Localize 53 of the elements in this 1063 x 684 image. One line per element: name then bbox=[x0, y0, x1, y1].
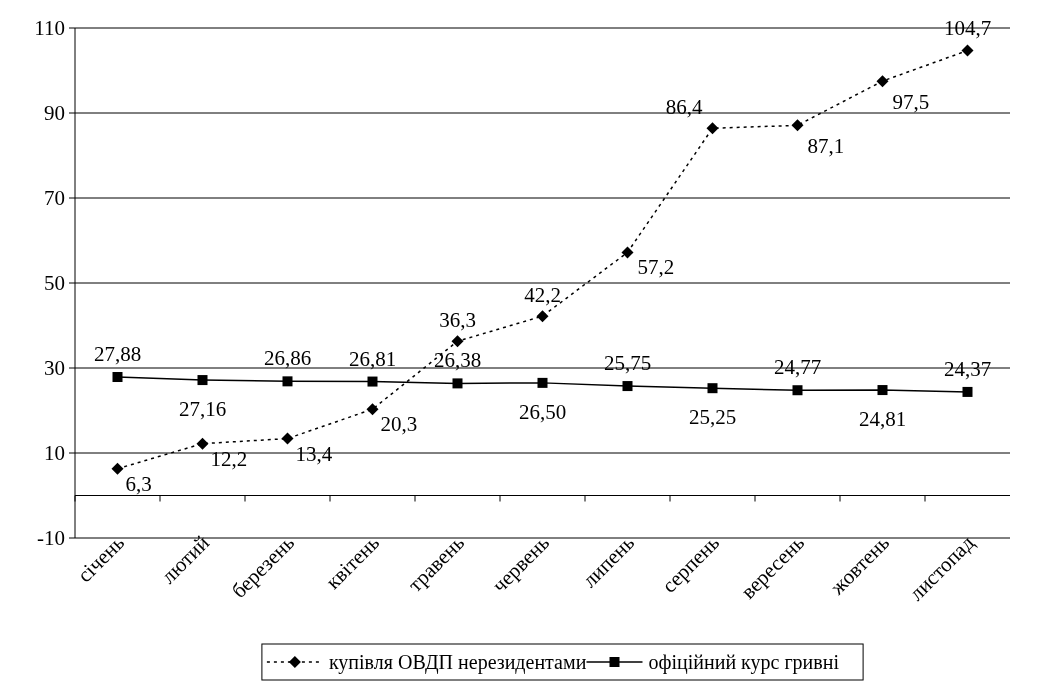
point bbox=[537, 377, 548, 388]
point bbox=[451, 335, 464, 348]
point bbox=[281, 432, 294, 445]
point bbox=[961, 44, 974, 57]
point bbox=[196, 437, 209, 450]
point bbox=[112, 372, 123, 383]
data-label: 24,37 bbox=[943, 356, 992, 381]
point bbox=[197, 375, 208, 386]
data-label: 24,81 bbox=[858, 407, 907, 432]
data-label: 86,4 bbox=[665, 95, 703, 120]
data-label: 12,2 bbox=[210, 446, 248, 471]
point bbox=[876, 75, 889, 88]
data-label: 24,77 bbox=[773, 355, 822, 380]
data-label: 97,5 bbox=[892, 90, 930, 115]
legend-label: офіційний курс гривні bbox=[648, 651, 840, 674]
y-tick-label: -10 bbox=[37, 526, 65, 551]
point bbox=[791, 119, 804, 132]
data-label: 26,38 bbox=[433, 348, 482, 373]
point bbox=[792, 385, 803, 396]
data-label: 26,86 bbox=[263, 346, 312, 371]
point bbox=[452, 378, 463, 389]
y-tick-label: 30 bbox=[44, 356, 65, 381]
point bbox=[877, 385, 888, 396]
data-label: 27,16 bbox=[178, 397, 227, 422]
data-label: 36,3 bbox=[439, 308, 476, 333]
y-tick-label: 50 bbox=[44, 271, 65, 296]
y-tick-label: 70 bbox=[44, 186, 65, 211]
data-label: 26,81 bbox=[348, 346, 397, 371]
legend-label: купівля ОВДП нерезидентами bbox=[328, 651, 587, 674]
y-tick-label: 10 bbox=[44, 441, 65, 466]
data-label: 25,75 bbox=[603, 351, 652, 376]
data-label: 27,88 bbox=[93, 342, 142, 367]
point bbox=[282, 376, 293, 387]
y-tick-label: 110 bbox=[34, 16, 65, 41]
data-label: 104,7 bbox=[943, 15, 992, 40]
point bbox=[622, 381, 633, 392]
data-label: 6,3 bbox=[125, 471, 152, 496]
point bbox=[536, 310, 549, 323]
y-tick-label: 90 bbox=[44, 101, 65, 126]
point bbox=[367, 376, 378, 387]
point bbox=[706, 122, 719, 135]
data-label: 25,25 bbox=[688, 405, 737, 430]
data-label: 87,1 bbox=[807, 134, 845, 159]
data-label: 26,50 bbox=[518, 399, 567, 424]
point bbox=[962, 386, 973, 397]
point bbox=[707, 383, 718, 394]
point bbox=[621, 246, 634, 259]
data-label: 42,2 bbox=[524, 283, 561, 308]
data-label: 13,4 bbox=[295, 441, 333, 466]
point bbox=[366, 403, 379, 416]
data-label: 57,2 bbox=[637, 255, 675, 280]
data-label: 20,3 bbox=[380, 412, 418, 437]
point bbox=[111, 462, 124, 475]
